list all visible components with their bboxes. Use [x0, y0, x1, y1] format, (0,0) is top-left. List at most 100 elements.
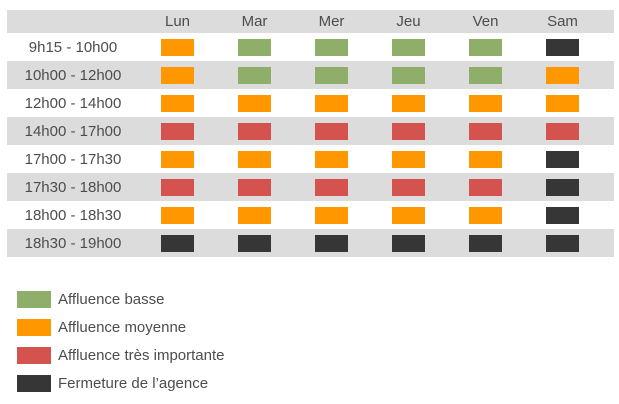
heatmap-cell-ven-2	[447, 94, 524, 112]
legend-label: Affluence basse	[58, 291, 165, 308]
legend-swatch-low	[17, 291, 51, 308]
time-slot-label: 18h00 - 18h30	[24, 206, 122, 224]
col-header-mer: Mer	[318, 13, 345, 30]
time-slot-label: 12h00 - 14h00	[24, 94, 122, 112]
level-swatch-closed	[546, 178, 579, 196]
heatmap-cell-jeu-7	[370, 234, 447, 252]
time-slot-label: 10h00 - 12h00	[24, 66, 122, 84]
heatmap-cell-mar-2	[216, 94, 293, 112]
level-swatch-medium	[469, 94, 502, 112]
level-swatch-medium	[161, 38, 194, 56]
heatmap-cell-mar-3	[216, 122, 293, 140]
level-swatch-medium	[315, 94, 348, 112]
level-swatch-closed	[161, 234, 194, 252]
level-swatch-closed	[315, 234, 348, 252]
legend: Affluence basse Affluence moyenne Affluenc…	[17, 291, 619, 392]
heatmap-cell-lun-0	[139, 38, 216, 56]
col-header-mar: Mar	[241, 13, 268, 30]
table-row: 12h00 - 14h00	[7, 89, 614, 117]
level-swatch-medium	[161, 66, 194, 84]
level-swatch-high	[469, 178, 502, 196]
legend-swatch-medium	[17, 319, 51, 336]
heatmap-cell-jeu-5	[370, 178, 447, 196]
level-swatch-closed	[546, 38, 579, 56]
level-swatch-medium	[546, 94, 579, 112]
heatmap-cell-jeu-3	[370, 122, 447, 140]
time-slot-label: 9h15 - 10h00	[28, 38, 118, 56]
heatmap-cell-sam-0	[524, 38, 601, 56]
table-row: 10h00 - 12h00	[7, 61, 614, 89]
level-swatch-closed	[469, 234, 502, 252]
legend-label: Affluence très importante	[58, 347, 225, 364]
level-swatch-medium	[315, 150, 348, 168]
heatmap-cell-ven-5	[447, 178, 524, 196]
legend-item-high: Affluence très importante	[17, 347, 619, 364]
legend-swatch-closed	[17, 375, 51, 392]
level-swatch-high	[161, 122, 194, 140]
heatmap-cell-mar-4	[216, 150, 293, 168]
legend-item-low: Affluence basse	[17, 291, 619, 308]
heatmap-cell-mer-0	[293, 38, 370, 56]
level-swatch-high	[392, 178, 425, 196]
heatmap-cell-jeu-4	[370, 150, 447, 168]
heatmap-cell-mer-5	[293, 178, 370, 196]
affluence-widget: Lun Mar Mer Jeu Ven Sam 9h15 - 10h00 10h00 - 12…	[0, 10, 619, 404]
heatmap-cell-lun-6	[139, 206, 216, 224]
col-header-ven: Ven	[472, 13, 499, 30]
level-swatch-closed	[546, 150, 579, 168]
heatmap-cell-sam-2	[524, 94, 601, 112]
level-swatch-closed	[238, 234, 271, 252]
level-swatch-low	[469, 66, 502, 84]
level-swatch-closed	[392, 234, 425, 252]
legend-item-closed: Fermeture de l’agence	[17, 375, 619, 392]
time-slot-label: 17h30 - 18h00	[24, 178, 122, 196]
table-row: 9h15 - 10h00	[7, 33, 614, 61]
table-row: 17h00 - 17h30	[7, 145, 614, 173]
heatmap-cell-sam-6	[524, 206, 601, 224]
col-header-sam: Sam	[547, 13, 578, 30]
level-swatch-medium	[469, 150, 502, 168]
level-swatch-low	[392, 38, 425, 56]
heatmap-cell-mar-7	[216, 234, 293, 252]
heatmap-cell-mer-3	[293, 122, 370, 140]
heatmap-cell-mer-2	[293, 94, 370, 112]
level-swatch-high	[238, 122, 271, 140]
legend-item-medium: Affluence moyenne	[17, 319, 619, 336]
time-slot-label: 18h30 - 19h00	[24, 234, 122, 252]
heatmap-cell-mer-4	[293, 150, 370, 168]
level-swatch-medium	[161, 150, 194, 168]
table-row: 14h00 - 17h00	[7, 117, 614, 145]
heatmap-cell-sam-1	[524, 66, 601, 84]
heatmap-cell-sam-3	[524, 122, 601, 140]
level-swatch-low	[469, 38, 502, 56]
level-swatch-medium	[315, 206, 348, 224]
heatmap-cell-lun-1	[139, 66, 216, 84]
heatmap-cell-ven-7	[447, 234, 524, 252]
heatmap-cell-ven-6	[447, 206, 524, 224]
level-swatch-medium	[238, 94, 271, 112]
legend-label: Fermeture de l’agence	[58, 375, 209, 392]
level-swatch-high	[546, 122, 579, 140]
time-slot-label: 17h00 - 17h30	[24, 150, 122, 168]
heatmap-cell-jeu-2	[370, 94, 447, 112]
heatmap-cell-mar-0	[216, 38, 293, 56]
heatmap-cell-sam-7	[524, 234, 601, 252]
level-swatch-high	[238, 178, 271, 196]
heatmap-cell-lun-2	[139, 94, 216, 112]
level-swatch-high	[315, 178, 348, 196]
level-swatch-medium	[546, 66, 579, 84]
level-swatch-low	[315, 38, 348, 56]
heatmap-cell-mer-6	[293, 206, 370, 224]
level-swatch-high	[315, 122, 348, 140]
level-swatch-low	[238, 66, 271, 84]
header-row: Lun Mar Mer Jeu Ven Sam	[7, 10, 614, 33]
heatmap-cell-jeu-1	[370, 66, 447, 84]
level-swatch-low	[238, 38, 271, 56]
legend-label: Affluence moyenne	[58, 319, 187, 336]
heatmap-cell-ven-1	[447, 66, 524, 84]
heatmap-cell-mar-6	[216, 206, 293, 224]
heatmap-cell-ven-4	[447, 150, 524, 168]
level-swatch-closed	[546, 234, 579, 252]
heatmap-cell-ven-0	[447, 38, 524, 56]
level-swatch-high	[469, 122, 502, 140]
